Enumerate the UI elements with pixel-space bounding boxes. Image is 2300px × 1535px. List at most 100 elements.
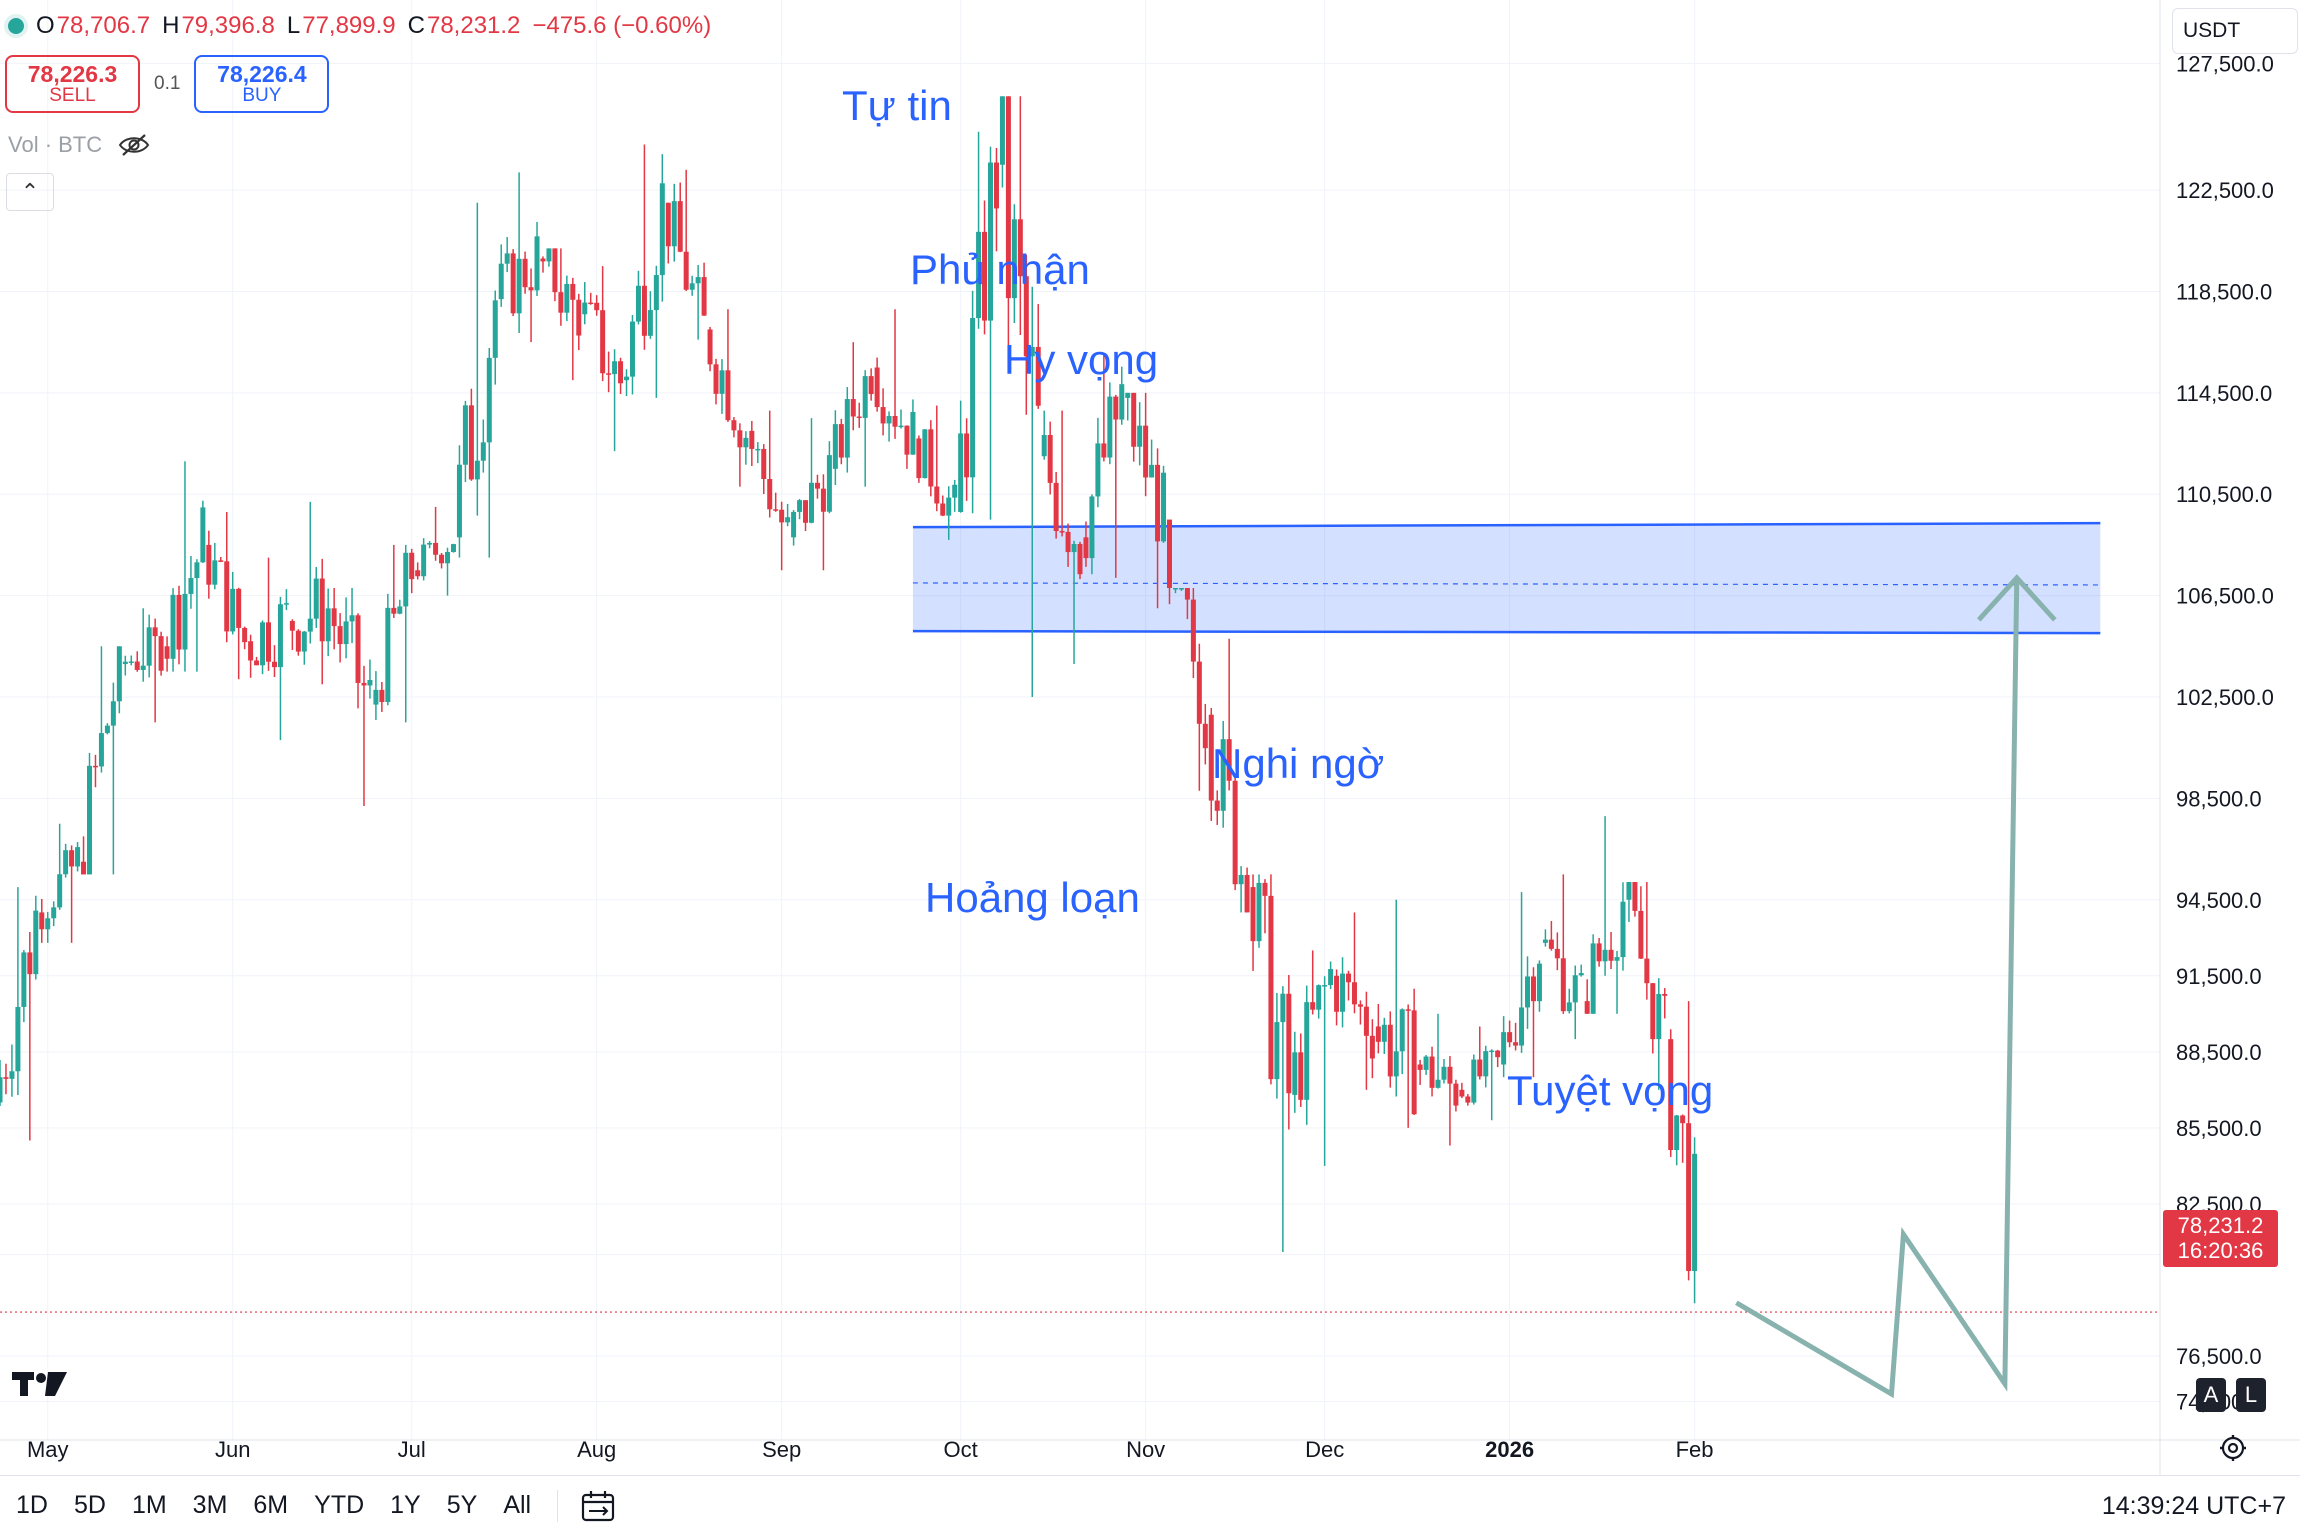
candle-body (1089, 496, 1095, 559)
candle-body (1280, 993, 1286, 1023)
buy-price: 78,226.4 (217, 60, 307, 87)
candle-body (1077, 543, 1083, 575)
candle-body (641, 285, 647, 336)
candle-body (1459, 1089, 1465, 1097)
candle-body (319, 578, 325, 642)
candle-body (1113, 396, 1119, 420)
log-scale-button[interactable]: L (2236, 1378, 2266, 1412)
candle-body (910, 411, 916, 455)
candle-body (1602, 949, 1608, 962)
candle-body (277, 604, 283, 668)
candle-body (212, 560, 218, 585)
projection-path (1735, 577, 2020, 1399)
candle-body (87, 765, 93, 875)
zone-top-line (912, 521, 2101, 529)
timeframe-1m[interactable]: 1M (131, 1491, 167, 1519)
candle-body (1017, 219, 1023, 277)
candle-body (618, 361, 624, 384)
candle-body (647, 310, 653, 336)
candle-body (635, 285, 641, 322)
time-tick-label: Jul (398, 1437, 426, 1462)
candle-body (725, 370, 731, 421)
timeframe-1y[interactable]: 1Y (390, 1491, 421, 1519)
candle-body (570, 283, 576, 300)
candle-body (1363, 1006, 1369, 1036)
candle-body (922, 429, 928, 479)
candle-body (206, 544, 212, 585)
timeframe-all[interactable]: All (503, 1491, 532, 1519)
order-quantity[interactable]: 0.1 (154, 73, 181, 94)
tradingview-logo[interactable] (12, 1370, 67, 1398)
low-value: 77,899.9 (302, 12, 396, 39)
candle-body (1304, 1002, 1310, 1100)
collapse-legend-button[interactable]: ⌃ (6, 173, 54, 211)
candle-body (665, 202, 671, 247)
price-tick-label: 88,500.0 (2176, 1040, 2262, 1065)
candle-body (743, 437, 749, 448)
timeframe-5d[interactable]: 5D (73, 1491, 106, 1519)
trade-panel: 78,226.3 SELL 0.1 78,226.4 BUY (5, 55, 330, 113)
candle-body (1662, 993, 1668, 996)
candle-body (325, 608, 331, 642)
currency-label[interactable]: USDT (2172, 8, 2298, 54)
candle-body (1441, 1066, 1447, 1080)
candle-body (1680, 1115, 1686, 1124)
calendar-range-icon[interactable] (580, 1489, 616, 1523)
gear-icon[interactable] (2218, 1433, 2248, 1463)
price-tick-label: 110,500.0 (2176, 482, 2272, 507)
candle-body (826, 455, 832, 512)
eye-off-icon[interactable] (118, 132, 150, 158)
candle-body (1566, 1002, 1572, 1012)
candle-body (683, 251, 689, 290)
close-value: 78,231.2 (426, 12, 521, 39)
change-value: −475.6 (−0.60%) (532, 12, 712, 39)
candle-body (1346, 973, 1352, 983)
candle-body (993, 162, 999, 209)
candle-body (850, 399, 856, 417)
bottom-toolbar: 1D 5D 1M 3M 6M YTD 1Y 5Y All (0, 1475, 2300, 1535)
candle-body (1041, 435, 1047, 457)
buy-button[interactable]: 78,226.4 BUY (194, 55, 330, 113)
candle-body (1542, 939, 1548, 943)
price-tick-label: 114,500.0 (2176, 381, 2272, 406)
candle-body (1220, 739, 1226, 811)
high-value: 79,396.8 (181, 12, 275, 39)
candle-body (152, 627, 158, 637)
sell-button[interactable]: 78,226.3 SELL (5, 55, 140, 113)
timeframe-5y[interactable]: 5Y (446, 1491, 478, 1519)
candle-body (1208, 714, 1214, 801)
candle-body (1262, 882, 1268, 896)
volume-label: Vol · BTC (8, 132, 103, 157)
candle-body (1310, 1002, 1316, 1010)
candle-body (498, 263, 504, 300)
candle-body (415, 570, 421, 577)
candle-body (1417, 1064, 1423, 1070)
price-tick-label: 122,500.0 (2176, 178, 2274, 203)
auto-scale-button[interactable]: A (2196, 1378, 2226, 1412)
candle-body (898, 425, 904, 428)
candle-body (689, 283, 695, 290)
candle-body (1674, 1115, 1680, 1151)
price-tick-label: 91,500.0 (2176, 964, 2262, 989)
candle-body (612, 361, 618, 375)
candle-body (1530, 976, 1536, 1002)
timeframe-6m[interactable]: 6M (253, 1491, 289, 1519)
timeframe-ytd[interactable]: YTD (314, 1491, 365, 1519)
market-status-dot (8, 18, 24, 34)
annotation-hoang-loan: Hoảng loạn (925, 874, 1140, 921)
candle-body (492, 300, 498, 358)
candle-body (379, 689, 385, 703)
timeframe-3m[interactable]: 3M (192, 1491, 228, 1519)
candle-body (952, 484, 958, 498)
candle-body (737, 430, 743, 448)
timeframe-1d[interactable]: 1D (16, 1491, 48, 1519)
candle-body (731, 420, 737, 431)
candle-body (224, 561, 230, 632)
projection-arrowhead (1976, 574, 2057, 622)
volume-indicator[interactable]: Vol · BTC (8, 132, 150, 158)
candle-body (785, 517, 791, 523)
candle-body (1238, 875, 1244, 885)
candle-body (1411, 1010, 1417, 1115)
clock[interactable]: 14:39:24 UTC+7 (2101, 1492, 2286, 1520)
